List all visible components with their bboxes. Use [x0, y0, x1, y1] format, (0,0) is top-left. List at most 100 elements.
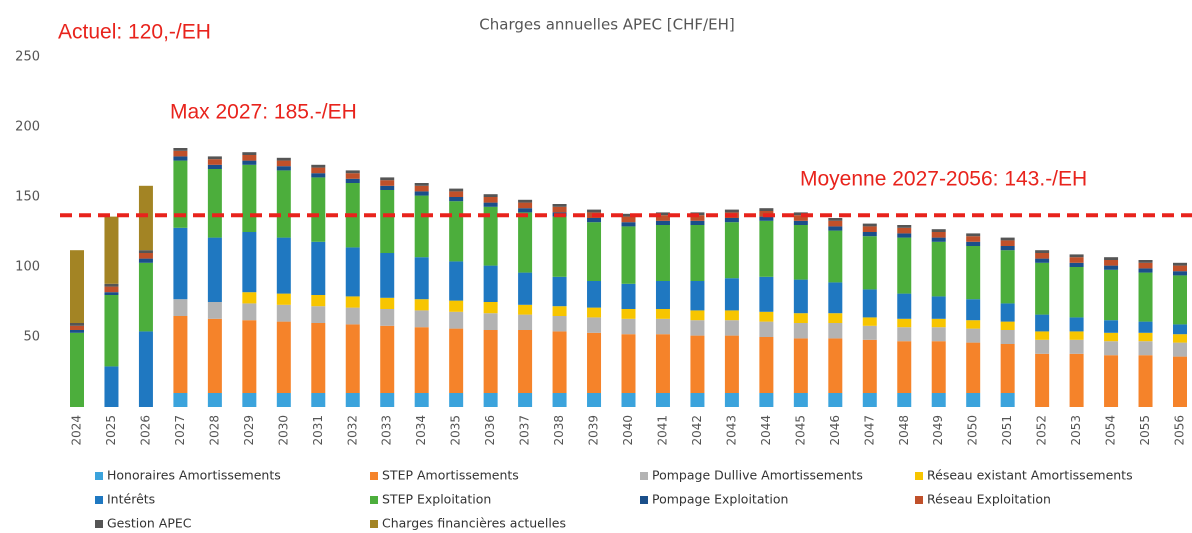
chart-title: Charges annuelles APEC [CHF/EH]	[479, 16, 734, 34]
bar-segment	[1069, 339, 1084, 354]
bar-segment	[828, 220, 843, 227]
bar-segment	[483, 197, 498, 203]
bar-segment	[1104, 332, 1119, 342]
x-tick-label: 2044	[759, 415, 773, 446]
bar-segment	[724, 209, 739, 213]
bar-segment	[897, 227, 912, 234]
bar-segment	[690, 220, 705, 225]
bar-segment	[587, 281, 602, 308]
bar-segment	[380, 180, 395, 186]
y-tick-label: 100	[15, 260, 40, 275]
bar-segment	[1000, 393, 1015, 407]
bar-segment	[242, 320, 257, 393]
bar-segment	[862, 226, 877, 232]
bar-segment	[587, 332, 602, 393]
bar-segment	[655, 309, 670, 319]
x-tick-label: 2035	[449, 415, 463, 446]
bar-segment	[1138, 260, 1153, 263]
bar-segment	[1173, 271, 1187, 276]
bar-segment	[1069, 262, 1084, 267]
bar-segment	[1000, 246, 1015, 251]
bar-segment	[655, 225, 670, 281]
bar-segment	[931, 229, 946, 232]
legend-swatch	[95, 520, 103, 528]
bar-segment	[276, 393, 291, 407]
bar-segment	[414, 185, 429, 192]
bar-segment	[173, 227, 188, 300]
legend-label: Honoraires Amortissements	[107, 468, 281, 483]
bar-segment	[897, 237, 912, 294]
bar-segment	[173, 148, 188, 151]
bar-segment	[449, 300, 464, 312]
bar-segment	[1138, 332, 1153, 342]
x-tick-label: 2054	[1104, 415, 1118, 446]
bar-segment	[311, 295, 326, 307]
bar-segment	[207, 393, 222, 407]
x-tick-label: 2049	[931, 415, 945, 446]
y-tick-label: 200	[15, 120, 40, 135]
bar-segment	[1104, 320, 1119, 333]
x-tick-label: 2030	[276, 415, 290, 446]
bar-segment	[690, 335, 705, 393]
y-tick-label: 50	[23, 330, 40, 345]
bar-segment	[1069, 254, 1084, 258]
bar-segment	[1138, 272, 1153, 322]
bar-segment	[276, 157, 291, 161]
bar-segment	[70, 323, 84, 326]
bar-segment	[862, 232, 877, 237]
legend-swatch	[640, 496, 648, 504]
bar-segment	[621, 283, 636, 309]
bar-segment	[931, 327, 946, 342]
bar-segment	[518, 272, 533, 305]
bar-segment	[931, 341, 946, 393]
bar-segment	[414, 195, 429, 258]
bar-segment	[1035, 353, 1050, 407]
bar-segment	[828, 230, 843, 283]
bar-segment	[242, 232, 257, 293]
bar-segment	[1138, 262, 1153, 269]
annotation: Max 2027: 185.-/EH	[170, 101, 357, 124]
bar-segment	[828, 323, 843, 339]
bar-segment	[931, 232, 946, 238]
x-tick-label: 2041	[655, 415, 669, 446]
bar-segment	[414, 327, 429, 393]
bar-segment	[828, 338, 843, 393]
bar-segment	[207, 169, 222, 238]
bar-segment	[345, 393, 360, 407]
bar-segment	[1173, 356, 1187, 407]
bar-segment	[311, 167, 326, 174]
bar-segment	[793, 393, 808, 407]
bar-segment	[897, 318, 912, 328]
bar-segment	[1138, 268, 1153, 273]
x-tick-label: 2024	[70, 415, 84, 446]
legend-swatch	[915, 472, 923, 480]
bar-segment	[1104, 355, 1119, 407]
bar-segment	[1138, 355, 1153, 407]
bar-segment	[518, 212, 533, 273]
bar-segment	[518, 393, 533, 407]
bar-segment	[828, 218, 843, 221]
bar-segment	[1000, 321, 1015, 330]
bar-segment	[552, 316, 567, 332]
bar-segment	[483, 302, 498, 314]
bar-segment	[414, 183, 429, 186]
bar-segment	[966, 299, 981, 321]
bar-segment	[207, 318, 222, 393]
bar-segment	[207, 302, 222, 319]
x-tick-label: 2028	[207, 415, 221, 446]
bar-segment	[759, 311, 774, 322]
bar-segment	[276, 166, 291, 171]
bar-segment	[311, 306, 326, 323]
legend-label: STEP Amortissements	[382, 468, 519, 483]
bar-segment	[345, 324, 360, 393]
bar-segment	[104, 216, 119, 284]
bar-segment	[311, 164, 326, 168]
bar-segment	[173, 156, 188, 161]
bar-segment	[518, 208, 533, 213]
x-tick-label: 2042	[690, 415, 704, 446]
bar-segment	[1173, 262, 1187, 266]
legend-swatch	[95, 472, 103, 480]
x-tick-label: 2031	[311, 415, 325, 446]
bar-segment	[449, 393, 464, 407]
bar-segment	[587, 222, 602, 281]
